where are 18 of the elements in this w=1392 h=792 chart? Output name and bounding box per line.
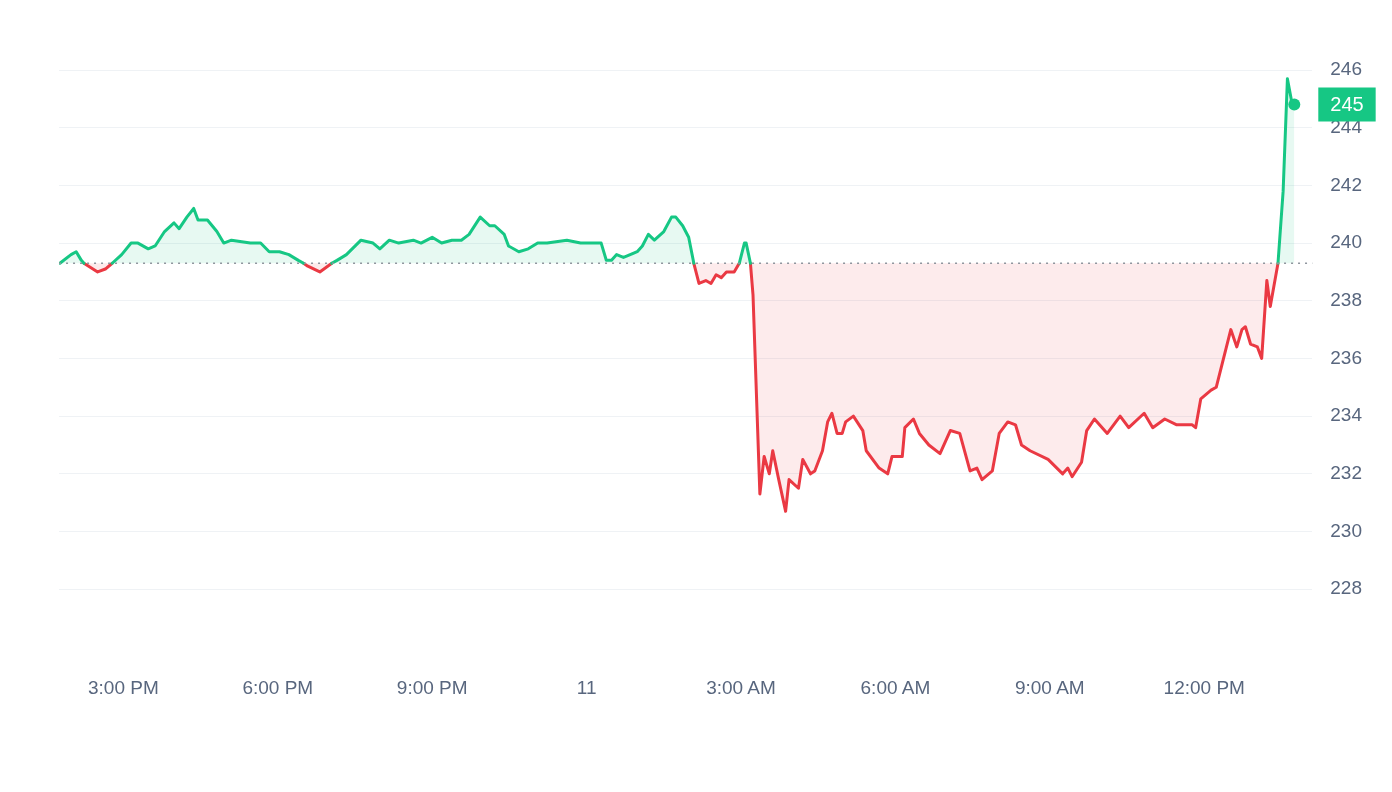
y-tick-label: 240 bbox=[1330, 231, 1362, 253]
x-tick-label: 9:00 PM bbox=[396, 676, 468, 698]
annotation: 245 bbox=[1330, 93, 1364, 116]
y-tick-label: 232 bbox=[1330, 462, 1362, 484]
y-tick-label: 236 bbox=[1330, 346, 1362, 368]
x-tick-label: 11 bbox=[576, 676, 597, 698]
x-tick-label: 6:00 PM bbox=[242, 676, 314, 698]
x-tick-label: 3:00 PM bbox=[88, 676, 159, 698]
y-tick-label: 238 bbox=[1330, 288, 1362, 310]
y-tick-label: 228 bbox=[1330, 577, 1362, 599]
y-tick-label: 234 bbox=[1330, 404, 1363, 426]
x-tick-label: 3:00 AM bbox=[706, 676, 776, 698]
y-tick-label: 242 bbox=[1330, 173, 1362, 195]
x-tick-label: 9:00 AM bbox=[1014, 676, 1085, 698]
y-tick-label: 230 bbox=[1330, 519, 1362, 541]
y-tick-label: 246 bbox=[1330, 58, 1362, 80]
x-tick-label: 6:00 AM bbox=[860, 676, 931, 698]
x-tick-label: 12:00 PM bbox=[1163, 676, 1245, 698]
